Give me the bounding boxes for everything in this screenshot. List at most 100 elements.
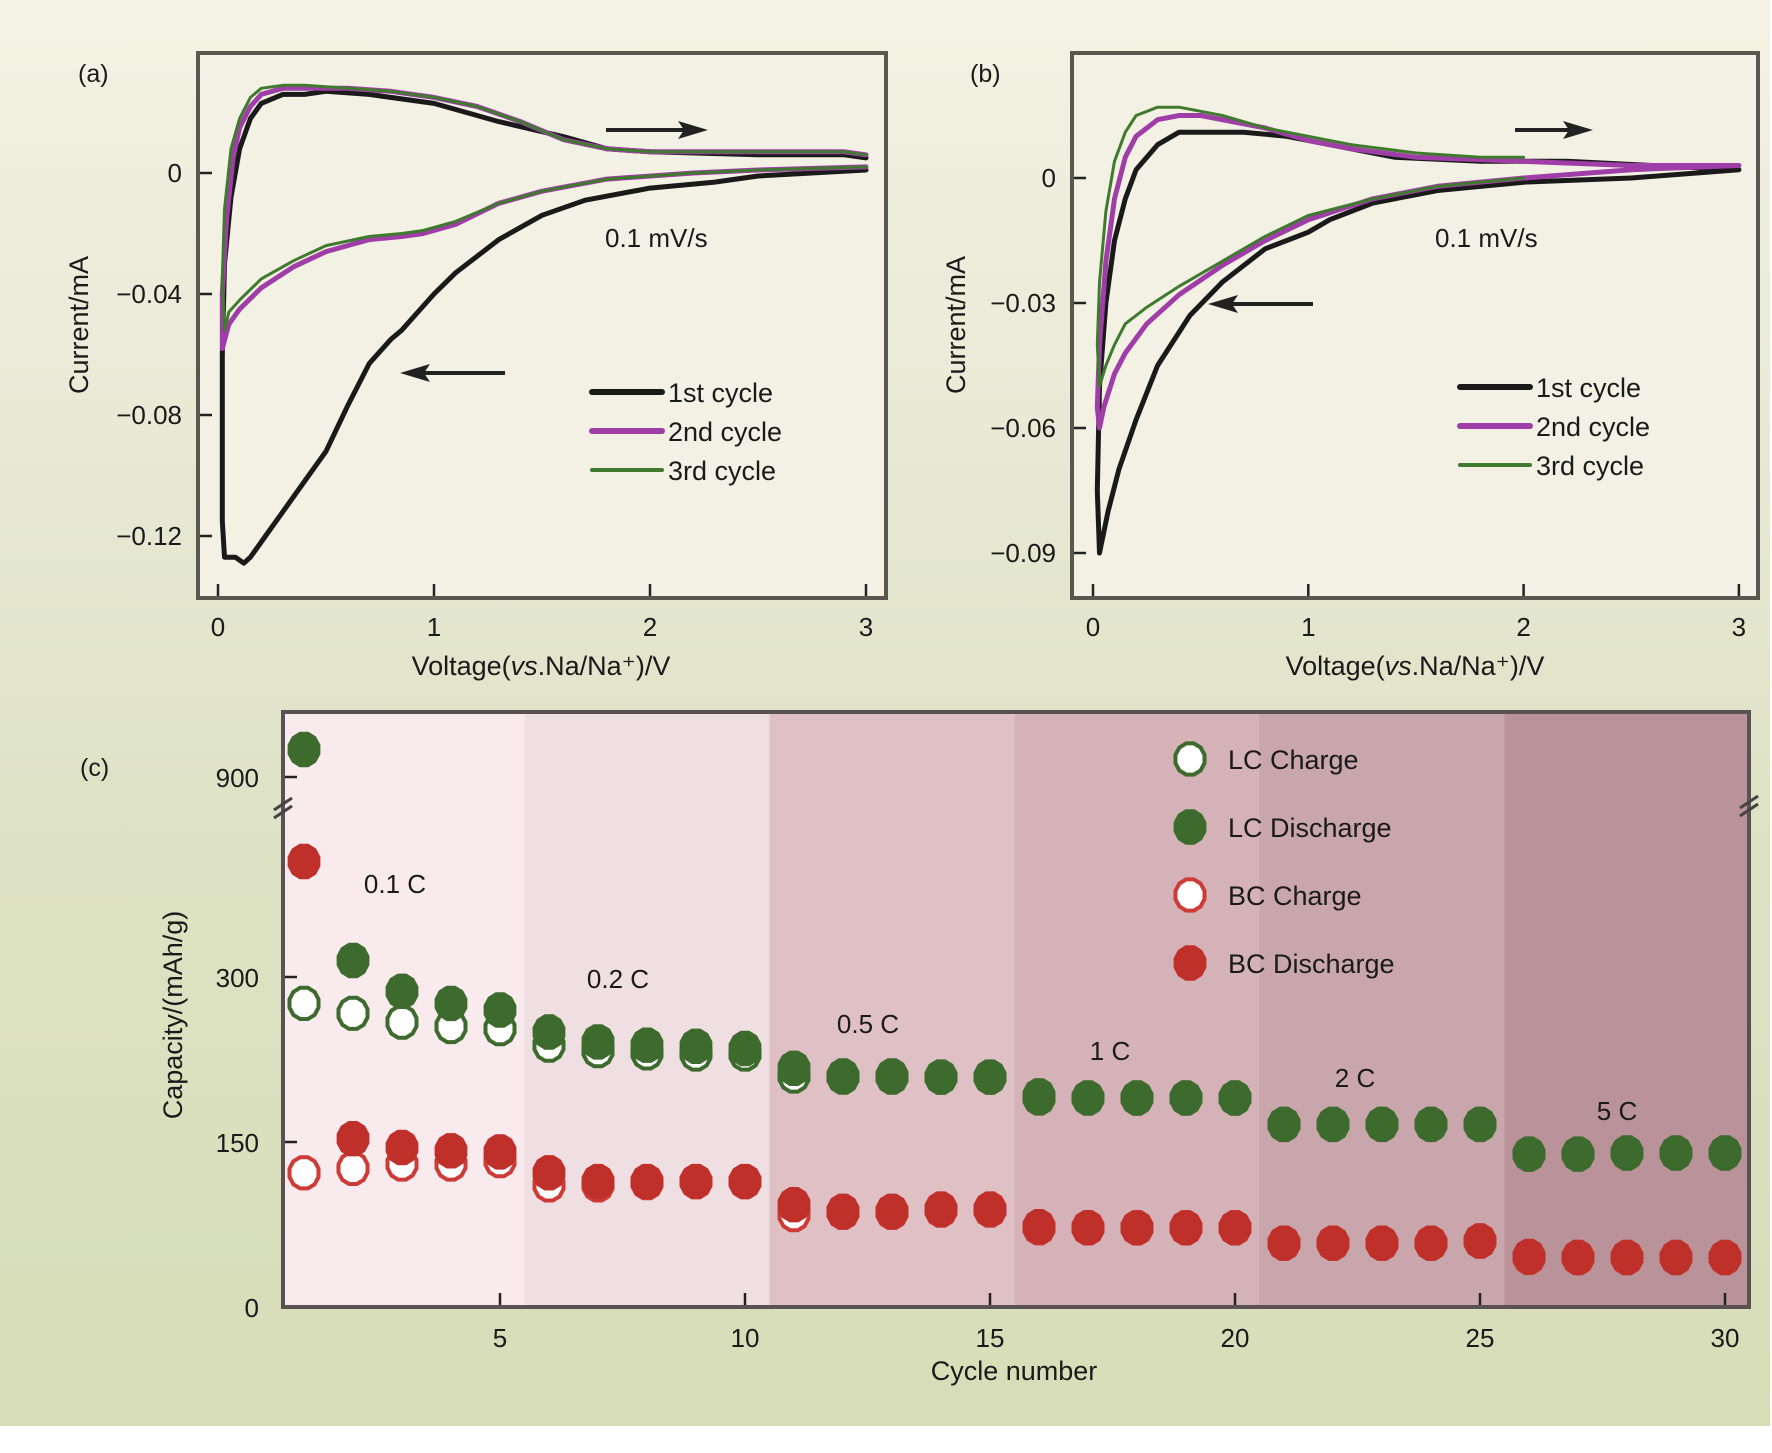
point-lc-discharge [483,992,517,1028]
y-tick-label: 0 [168,158,182,188]
legend-item-3rd-cycle: 3rd cycle [590,456,776,486]
y-tick-label: 0 [245,1293,259,1323]
rate-region-5-c [1504,712,1749,1307]
cv-curves-a [219,83,869,566]
x-tick-label: 1 [1301,612,1315,642]
x-axis-title-b-prefix: Voltage( [1286,651,1385,681]
legend-item-1st-cycle: 1st cycle [1457,373,1641,403]
point-bc-discharge [1071,1210,1105,1246]
point-bc-discharge [924,1191,958,1227]
point-bc-discharge [483,1134,517,1170]
series-lc-discharge [287,731,1742,1172]
x-axis-title-b-suffix: .Na/Na⁺)/V [1412,651,1545,681]
point-bc-discharge [434,1133,468,1169]
point-lc-discharge [1218,1080,1252,1116]
axis-ticks-a: 0 1 2 3 0 −0.04 −0.08 −0.12 [116,158,873,642]
x-tick-label: 25 [1466,1323,1495,1353]
plot-frame-b [1070,51,1760,600]
point-lc-discharge [728,1030,762,1067]
arrow-right-b [1515,121,1593,139]
x-axis-title-c: Cycle number [931,1356,1098,1386]
legend-a: 1st cycle 2nd cycle 3rd cycle [589,378,782,486]
point-lc-discharge [385,973,419,1009]
point-bc-charge [287,1155,321,1191]
scan-rate-label-b: 0.1 mV/s [1435,223,1538,253]
x-tick-label: 5 [493,1323,507,1353]
series-bc-discharge [287,843,1742,1276]
y-tick-label: −0.09 [990,538,1056,568]
point-lc-discharge [581,1024,615,1060]
point-lc-discharge [679,1028,713,1064]
point-lc-charge [287,985,321,1021]
cv-curve-3rd-cycle [220,83,868,332]
point-lc-discharge [1022,1078,1056,1114]
panel-label-a: (a) [78,60,109,88]
axis-break-left [273,796,293,820]
rate-regions [283,712,1749,1307]
x-tick-label: 2 [643,612,657,642]
point-lc-discharge [1267,1106,1301,1143]
legend-item-lc-discharge: LC Discharge [1173,809,1392,845]
point-lc-discharge [434,985,468,1022]
arrow-left-b [1208,295,1313,313]
point-bc-charge [336,1150,370,1186]
point-bc-discharge [336,1121,370,1157]
x-tick-label: 3 [1732,612,1746,642]
point-bc-discharge [728,1163,762,1200]
rate-region-0-2-c [524,712,770,1307]
point-bc-discharge [1659,1239,1693,1276]
rate-region-1-c [1014,712,1260,1307]
x-axis-title-b: Voltage(vs.Na/Na⁺)/V [1286,651,1545,681]
y-tick-label: −0.12 [116,521,182,551]
legend-marker [1173,809,1207,845]
rate-label-0-1-c: 0.1 C [364,869,426,899]
plot-frame-c [281,710,1751,1309]
point-bc-discharge [679,1163,713,1200]
point-lc-discharge [826,1058,860,1094]
point-bc-discharge [385,1129,419,1166]
legend-label: LC Discharge [1228,813,1392,843]
point-bc-discharge [1169,1210,1203,1246]
capacity-points [287,731,1742,1276]
point-lc-discharge [336,942,370,979]
point-lc-charge [385,1004,419,1040]
point-lc-discharge [1120,1080,1154,1116]
point-bc-discharge [777,1187,811,1223]
legend-item-bc-discharge: BC Discharge [1173,945,1395,981]
legend-item-3rd-cycle: 3rd cycle [1458,451,1644,481]
y-tick-label: 300 [216,963,259,993]
rate-labels: 0.1 C 0.2 C 0.5 C 1 C 2 C 5 C [364,869,1637,1126]
cv-curve-1st-cycle [219,88,869,566]
legend-item-lc-charge: LC Charge [1173,741,1359,777]
point-bc-discharge [532,1155,566,1191]
rate-label-1-c: 1 C [1090,1036,1130,1066]
panel-label-c: (c) [80,754,109,782]
x-axis-title-a-prefix: Voltage( [412,651,511,681]
x-tick-label: 2 [1516,612,1530,642]
point-bc-discharge [1512,1238,1546,1275]
x-tick-label: 10 [731,1323,760,1353]
x-axis-title-a-vs: vs [511,651,538,681]
x-tick-label: 30 [1711,1323,1740,1353]
point-bc-discharge [581,1163,615,1200]
point-bc-discharge [1218,1210,1252,1246]
point-bc-discharge [1414,1225,1448,1261]
cv-curve-2nd-cycle [1094,113,1742,431]
legend-label: LC Charge [1228,745,1359,775]
plot-area-a [198,53,886,598]
point-lc-discharge [1659,1135,1693,1171]
axis-ticks-b: 0 1 2 3 0 −0.03 −0.06 −0.09 [990,163,1746,642]
plot-frame-a [196,51,888,600]
rate-region-2-c [1259,712,1505,1307]
point-lc-discharge [1365,1106,1399,1143]
point-lc-discharge [1610,1135,1644,1171]
legend-label: BC Charge [1228,881,1362,911]
x-tick-label: 20 [1221,1323,1250,1353]
point-lc-discharge [1708,1135,1742,1171]
rate-label-2-c: 2 C [1335,1063,1375,1093]
point-bc-discharge [287,843,321,880]
point-lc-discharge [973,1059,1007,1095]
